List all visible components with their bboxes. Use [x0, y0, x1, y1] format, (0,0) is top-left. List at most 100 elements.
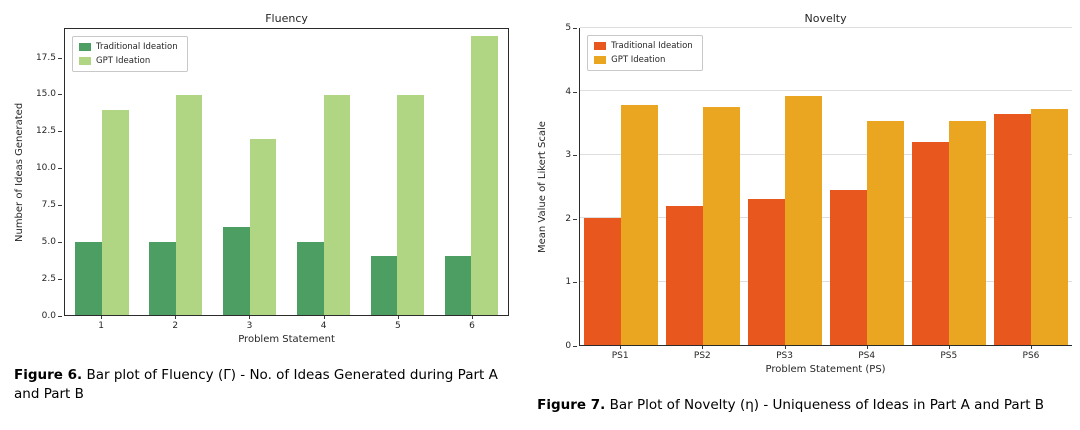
y-tick-label: 0 — [565, 341, 577, 351]
gridline — [580, 90, 1072, 92]
bar-group-6 — [434, 29, 508, 315]
bar-gpt-ps5 — [949, 121, 986, 345]
bar-group-2 — [139, 29, 213, 315]
chart-title: Novelty — [804, 12, 847, 25]
bar-group-ps1 — [580, 28, 662, 345]
legend-label: GPT Ideation — [611, 55, 666, 65]
chart-title: Fluency — [265, 12, 308, 25]
bar-traditional-ps5 — [912, 142, 950, 345]
legend-label: Traditional Ideation — [96, 42, 178, 52]
bar-traditional-3 — [223, 227, 250, 315]
bar-gpt-ps4 — [867, 121, 904, 345]
caption-label: Figure 6. — [14, 367, 83, 383]
plot-area: Traditional Ideation GPT Ideation — [579, 27, 1072, 346]
bar-group-ps3 — [744, 28, 826, 345]
bar-gpt-1 — [101, 109, 129, 315]
legend-label: GPT Ideation — [96, 56, 151, 66]
y-tick-label: 2 — [565, 213, 577, 224]
gridline — [580, 280, 1072, 282]
figure-caption: Figure 6. Bar plot of Fluency (Γ) - No. … — [14, 366, 509, 404]
y-tick-label: 2.5 — [41, 274, 63, 285]
y-tick-label: 5.0 — [41, 237, 63, 248]
x-axis-label: Problem Statement (PS) — [765, 364, 886, 375]
bar-group-ps6 — [990, 28, 1072, 345]
bar-gpt-4 — [323, 95, 351, 315]
legend-swatch — [79, 57, 91, 65]
y-tick-label: 7.5 — [41, 200, 63, 211]
bar-traditional-2 — [149, 241, 176, 315]
gridline — [580, 27, 1072, 28]
x-tick-label: PS5 — [908, 346, 990, 364]
legend-item-traditional: Traditional Ideation — [594, 41, 693, 51]
x-tick-label: PS1 — [579, 346, 661, 364]
x-axis: PS1 PS2 PS3 PS4 PS5 PS6 — [579, 346, 1072, 364]
bar-traditional-ps2 — [666, 205, 704, 345]
chart-grid: Number of Ideas Generated 0.0 2.5 5.0 7.5 10… — [14, 28, 510, 350]
legend-label: Traditional Ideation — [611, 41, 693, 51]
bar-traditional-6 — [444, 256, 472, 315]
bar-gpt-ps6 — [1031, 108, 1068, 345]
legend-swatch — [79, 43, 91, 51]
plot-area: Traditional Ideation GPT Ideation — [64, 28, 510, 316]
bar-group-ps5 — [908, 28, 990, 345]
x-tick-label: 3 — [212, 316, 286, 334]
x-axis-label: Problem Statement — [238, 334, 335, 345]
figure-caption: Figure 7. Bar Plot of Novelty (η) - Uniq… — [537, 396, 1072, 415]
x-tick-label: PS6 — [990, 346, 1072, 364]
bar-traditional-4 — [296, 241, 324, 315]
bar-gpt-5 — [397, 95, 424, 315]
bars — [65, 29, 508, 315]
bar-gpt-ps3 — [785, 95, 822, 345]
y-tick-label: 15.0 — [35, 89, 63, 100]
bar-traditional-ps6 — [994, 113, 1032, 345]
bar-group-3 — [213, 29, 287, 315]
x-tick-label: 5 — [361, 316, 435, 334]
y-axis-label: Mean Value of Likert Scale — [537, 121, 549, 253]
y-axis-label: Number of Ideas Generated — [14, 102, 25, 242]
bars — [580, 28, 1072, 345]
bar-traditional-ps1 — [584, 218, 622, 345]
bar-traditional-ps3 — [748, 199, 786, 345]
novelty-chart: Novelty Mean Value of Likert Scale 0 1 2 3 4… — [537, 10, 1072, 380]
x-tick-label: PS2 — [661, 346, 743, 364]
figure-fluency: Fluency Number of Ideas Generated 0.0 2.5… — [14, 10, 510, 430]
figure-novelty: Novelty Mean Value of Likert Scale 0 1 2 3 4… — [537, 10, 1072, 430]
legend-swatch — [594, 42, 607, 50]
gridline — [580, 153, 1072, 155]
y-tick-label: 5 — [565, 23, 577, 33]
x-tick-label: PS4 — [826, 346, 908, 364]
x-tick-label: 2 — [138, 316, 212, 334]
bar-gpt-3 — [249, 139, 277, 315]
y-tick-label: 1 — [565, 277, 577, 288]
bar-gpt-2 — [175, 95, 203, 315]
bar-gpt-6 — [471, 36, 498, 315]
y-tick-label: 10.0 — [35, 163, 63, 174]
y-axis: 0.0 2.5 5.0 7.5 10.0 12.5 15.0 17.5 — [30, 28, 64, 321]
legend-item-gpt: GPT Ideation — [79, 56, 178, 66]
y-tick-label: 4 — [565, 86, 577, 97]
bar-gpt-ps1 — [621, 105, 658, 345]
x-tick-label: 6 — [435, 316, 509, 334]
y-tick-label: 17.5 — [35, 52, 63, 63]
x-tick-label: 1 — [64, 316, 138, 334]
x-tick-label: 4 — [287, 316, 361, 334]
legend-item-traditional: Traditional Ideation — [79, 42, 178, 52]
bar-traditional-1 — [75, 241, 102, 315]
x-tick-label: PS3 — [743, 346, 825, 364]
y-tick-label: 3 — [565, 150, 577, 161]
legend-item-gpt: GPT Ideation — [594, 55, 693, 65]
caption-text: Bar plot of Fluency (Γ) - No. of Ideas G… — [14, 367, 498, 403]
legend-swatch — [594, 56, 607, 64]
fluency-chart: Fluency Number of Ideas Generated 0.0 2.5… — [14, 10, 510, 350]
bar-group-4 — [287, 29, 361, 315]
bar-traditional-ps4 — [830, 189, 868, 345]
legend: Traditional Ideation GPT Ideation — [587, 35, 703, 71]
gridline — [580, 217, 1072, 219]
y-axis: 0 1 2 3 4 5 — [553, 23, 579, 351]
y-tick-label: 0.0 — [41, 311, 63, 321]
bar-gpt-ps2 — [703, 107, 740, 345]
bar-group-5 — [360, 29, 434, 315]
bar-group-ps2 — [662, 28, 744, 345]
